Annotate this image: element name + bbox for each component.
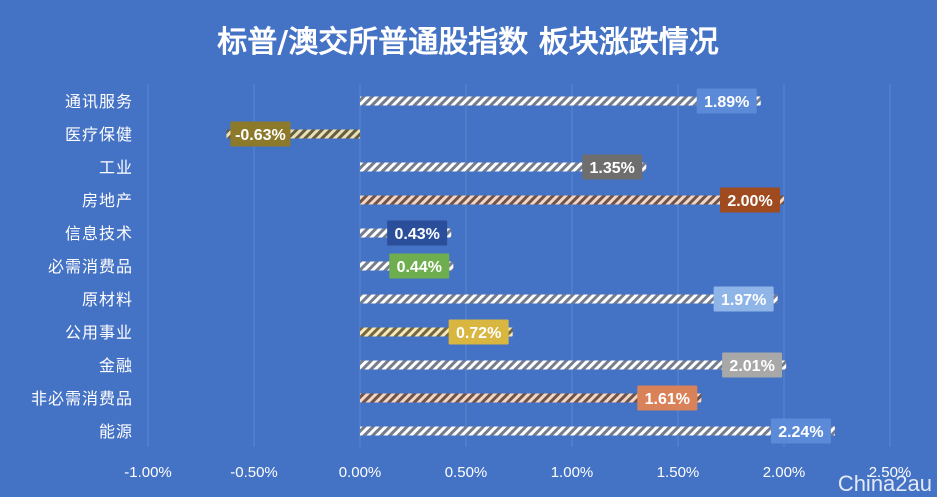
data-label-text: 1.97% <box>721 292 766 309</box>
bar-tint <box>360 96 761 106</box>
data-label: 2.01% <box>722 352 783 378</box>
x-tick-label: 1.50% <box>657 464 700 481</box>
category-label: 工业 <box>99 158 133 177</box>
data-label: 1.89% <box>696 88 757 114</box>
x-tick-label: 0.50% <box>445 464 488 481</box>
data-label-text: 1.61% <box>645 391 690 408</box>
data-label: 2.24% <box>770 418 831 444</box>
category-label: 医疗保健 <box>65 125 133 144</box>
data-label: 1.61% <box>637 385 698 411</box>
category-label: 原材料 <box>82 290 133 309</box>
bar <box>226 129 360 139</box>
data-label-box <box>230 121 291 147</box>
x-tick-label: -1.00% <box>124 464 172 481</box>
bar <box>360 393 702 403</box>
data-label-text: 0.43% <box>394 226 439 243</box>
data-label-text: 1.89% <box>704 94 749 111</box>
bar-tint <box>360 195 784 205</box>
bar-tint <box>360 327 513 337</box>
bar <box>360 294 778 304</box>
data-label-box <box>582 154 643 180</box>
category-label: 房地产 <box>82 191 133 210</box>
bar <box>360 426 835 436</box>
category-label: 金融 <box>99 356 133 375</box>
data-label-box <box>637 385 698 411</box>
data-label-text: 2.24% <box>778 424 823 441</box>
data-label: -0.63% <box>230 121 291 147</box>
data-label-box <box>720 187 780 213</box>
data-label-box <box>448 319 509 345</box>
data-label-box <box>389 253 450 279</box>
bar <box>360 195 784 205</box>
x-tick-label: 1.00% <box>551 464 594 481</box>
category-label: 能源 <box>99 422 133 441</box>
bar-tint <box>360 426 835 436</box>
data-label-text: 2.01% <box>729 358 774 375</box>
data-label: 0.72% <box>448 319 509 345</box>
x-tick-label: -0.50% <box>230 464 278 481</box>
data-label-text: 0.72% <box>456 325 501 342</box>
data-label-box <box>713 286 774 312</box>
data-label: 1.35% <box>582 154 643 180</box>
bar <box>360 360 787 370</box>
category-label: 通讯服务 <box>65 92 133 111</box>
bar-tint <box>360 294 778 304</box>
data-label-box <box>722 352 783 378</box>
data-label-text: -0.63% <box>235 127 286 144</box>
bar-tint <box>360 360 787 370</box>
x-tick-label: 2.00% <box>763 464 806 481</box>
x-tick-label: 0.00% <box>339 464 382 481</box>
data-label: 2.00% <box>720 187 780 213</box>
bar-tint <box>360 162 647 172</box>
category-label: 必需消费品 <box>48 257 133 276</box>
data-label-box <box>696 88 757 114</box>
bar <box>360 96 761 106</box>
data-label: 1.97% <box>713 286 774 312</box>
watermark: China2au <box>838 471 932 496</box>
chart-title: 标普/澳交所普通股指数 板块涨跌情况 <box>217 25 718 60</box>
data-label-text: 0.44% <box>397 259 442 276</box>
bar-tint <box>360 393 702 403</box>
data-label-box <box>387 220 448 246</box>
category-label: 公用事业 <box>65 323 133 342</box>
category-label: 信息技术 <box>65 224 133 243</box>
data-label-text: 2.00% <box>727 193 772 210</box>
data-label: 0.44% <box>389 253 450 279</box>
data-label-text: 1.35% <box>590 160 635 177</box>
bar-tint <box>226 129 360 139</box>
x-tick-labels: -1.00% -0.50% 0.00% 0.50% 1.00% 1.50% 2.00% 2.5… <box>124 464 911 481</box>
data-label: 0.43% <box>387 220 448 246</box>
bar <box>360 162 647 172</box>
data-label-box <box>770 418 831 444</box>
bar <box>360 327 513 337</box>
category-label: 非必需消费品 <box>31 389 133 408</box>
x-tick-label: 2.50% <box>869 464 912 481</box>
data-labels: 1.89% -0.63% 1.35% 2.00% 0.43% 0.44% 1.97% 0.72… <box>230 88 831 444</box>
